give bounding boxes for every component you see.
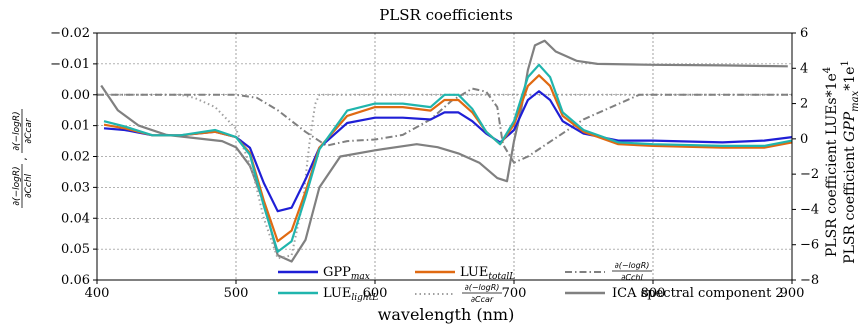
x-tick-label: 600 <box>363 286 388 301</box>
y-left-tick-label: 0.03 <box>61 180 90 195</box>
legend-entry-ica: ICA spectral component 2 <box>612 286 784 301</box>
chart-title: PLSR coefficients <box>379 6 513 24</box>
y-left-axis-label: ∂(−logR) ∂Cchl , ∂(−logR) ∂Ccar <box>12 109 34 208</box>
series-line-2 <box>103 63 793 253</box>
y-right-tick-label: −4 <box>800 202 819 217</box>
y-left-label-den-1: ∂Cchl <box>24 173 34 198</box>
legend-entry-gpp: GPPmax <box>323 265 370 282</box>
y-right-label-gpp-sub: max <box>850 90 860 111</box>
legend-dcar-den: ∂Ccar <box>471 295 494 304</box>
legend-dchl-den: ∂Cchl <box>621 273 643 282</box>
x-axis-label: wavelength (nm) <box>378 305 515 324</box>
legend-dchl-num: ∂(−logR) <box>615 261 650 270</box>
y-right-label-gpp-pre: PLSR coefficient <box>842 142 858 264</box>
legend: GPPmax LUElightL LUEtotalL ∂(−logR) ∂Cca… <box>278 261 784 304</box>
y-left-tick-label: −0.02 <box>50 26 90 41</box>
legend-dcar-num: ∂(−logR) <box>465 283 500 292</box>
x-tick-label: 800 <box>641 286 666 301</box>
y-left-label-den-2: ∂Ccar <box>24 117 34 143</box>
y-right-tick-label: 0 <box>800 132 808 147</box>
y-right-label-lue-text: PLSR coefficient LUEs*1e <box>824 73 840 257</box>
y-right-label-lue: PLSR coefficient LUEs*1e4 <box>822 67 840 257</box>
y-right-label-gpp-post: *1e <box>842 67 858 91</box>
y-left-label-num-1: ∂(−logR) <box>12 166 22 205</box>
series-layer <box>97 39 793 263</box>
y-right-tick-label: 6 <box>800 26 808 41</box>
series-line-4 <box>97 93 792 260</box>
y-right-tick-label: −8 <box>800 273 819 288</box>
y-axis-left: −0.02 −0.01 0.00 0.01 0.02 0.03 0.04 0.05 0.06 <box>50 26 97 288</box>
y-right-tick-label: −6 <box>800 238 819 253</box>
x-tick-label: 500 <box>224 286 249 301</box>
y-right-label-gpp: PLSR coefficient GPPmax*1e1 <box>840 60 860 264</box>
x-tick-label: 900 <box>780 286 805 301</box>
y-right-tick-label: −2 <box>800 167 819 182</box>
y-right-label-gpp-exp: 1 <box>840 60 851 66</box>
legend-entry-dchl: ∂(−logR) ∂Cchl <box>612 261 652 282</box>
x-tick-label: 700 <box>502 286 527 301</box>
y-right-tick-label: 2 <box>800 97 808 112</box>
y-left-tick-label: 0.04 <box>61 211 90 226</box>
y-left-tick-label: −0.01 <box>50 57 90 72</box>
y-left-tick-label: 0.06 <box>61 273 90 288</box>
x-axis: 400 500 600 700 800 900 <box>85 280 805 301</box>
legend-entry-lue-light: LUElightL <box>323 286 378 303</box>
x-tick-label: 400 <box>85 286 110 301</box>
legend-entry-dcar: ∂(−logR) ∂Ccar <box>462 283 502 304</box>
y-left-tick-label: 0.00 <box>61 88 90 103</box>
y-axis-right: −8 −6 −4 −2 0 2 4 6 <box>792 26 819 288</box>
y-right-label-gpp-main: GPP <box>842 111 858 142</box>
y-right-label-lue-exp: 4 <box>822 67 833 73</box>
y-right-tick-label: 4 <box>800 61 808 76</box>
y-left-tick-label: 0.02 <box>61 150 90 165</box>
y-left-label-num-2: ∂(−logR) <box>12 111 22 150</box>
grid-lines <box>96 33 793 280</box>
legend-entry-lue-total: LUEtotalL <box>460 265 515 282</box>
y-left-tick-label: 0.01 <box>61 119 90 134</box>
series-line-5 <box>100 39 788 263</box>
series-line-1 <box>103 74 793 243</box>
y-left-tick-label: 0.05 <box>61 242 90 257</box>
y-left-label-sep: , <box>18 157 29 160</box>
